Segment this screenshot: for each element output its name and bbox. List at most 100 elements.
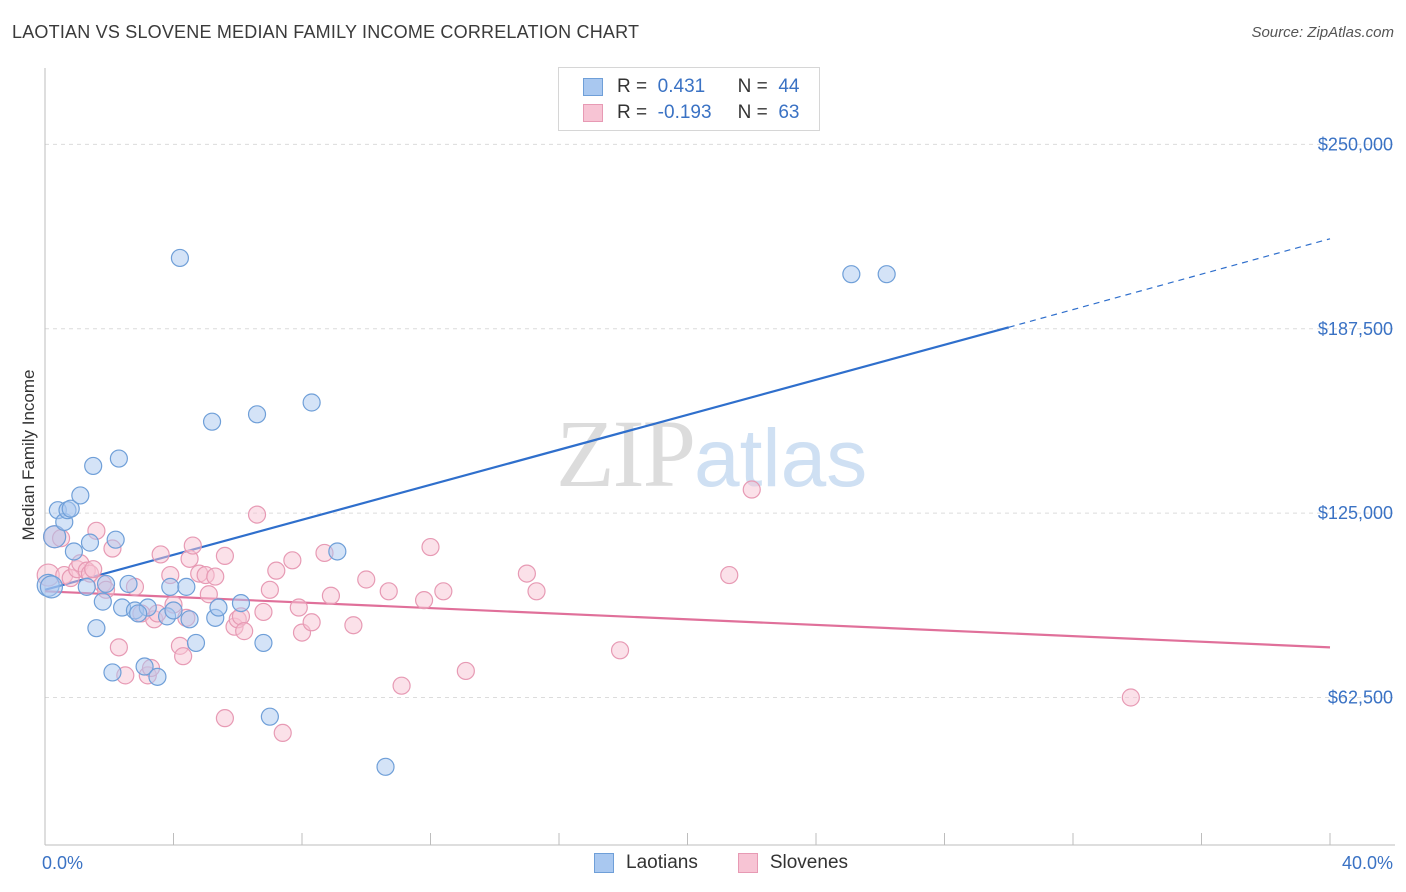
point-laotians [106,530,125,549]
point-laotians [877,265,896,284]
point-slovenes [283,551,302,570]
point-slovenes [267,561,286,580]
point-laotians [328,542,347,561]
point-slovenes [1121,688,1140,707]
point-slovenes [247,505,267,524]
point-laotians [209,598,228,617]
point-slovenes [199,585,218,604]
point-laotians [77,577,96,596]
n-value: 44 [778,76,800,97]
point-slovenes [206,567,225,586]
point-laotians [109,449,128,468]
y-tick-label: $250,000 [1318,134,1393,154]
point-laotians [61,499,80,518]
point-laotians [186,633,206,653]
point-slovenes [357,570,376,589]
point-slovenes [414,591,434,610]
point-laotians [87,619,106,638]
point-laotians [71,486,90,505]
point-laotians [231,593,251,613]
point-slovenes [84,560,103,579]
gridlines [45,143,1395,698]
point-laotians [260,707,279,726]
point-laotians [202,412,222,431]
y-tick-label: $125,000 [1318,503,1393,523]
point-slovenes [379,582,398,601]
trend-line-laotians [44,326,1010,591]
point-laotians [103,663,122,682]
point-slovenes [421,537,440,557]
point-slovenes [456,661,475,681]
point-slovenes [289,598,308,617]
legend-item-laotians[interactable]: Laotians [594,852,698,874]
point-slovenes [215,546,234,566]
legend-item-slovenes[interactable]: Slovenes [737,852,849,874]
trend-extension-laotians [1008,238,1331,328]
source-credit: Source: ZipAtlas.com [1251,24,1394,41]
point-laotians [135,657,154,676]
point-slovenes [527,582,546,601]
point-slovenes [183,536,202,555]
point-slovenes [273,723,292,743]
point-laotians [119,574,138,594]
r-value: -0.193 [657,102,712,123]
x-tick-label-start: 0.0% [42,853,83,873]
trend-line-slovenes [44,590,1331,649]
point-laotians [254,633,273,653]
point-laotians [302,393,321,412]
point-laotians [177,577,196,596]
r-label: R = [617,102,648,123]
point-laotians [376,757,395,776]
point-laotians [164,601,183,620]
point-laotians [39,575,64,599]
point-slovenes [302,613,321,632]
point-laotians [43,525,67,549]
y-tick-label: $62,500 [1328,688,1393,708]
laotians-swatch [583,78,603,96]
y-axis-label: Median Family Income [19,369,38,540]
y-tick-label: $187,500 [1318,319,1393,339]
chart-title: LAOTIAN VS SLOVENE MEDIAN FAMILY INCOME … [12,22,640,42]
point-laotians [842,265,861,284]
point-slovenes [260,580,279,599]
point-slovenes [109,638,128,657]
point-slovenes [610,641,630,660]
point-slovenes [344,616,363,635]
point-laotians [247,405,267,424]
n-value: 63 [778,102,800,123]
legend-label-slovenes: Slovenes [769,852,849,873]
legend-label-laotians: Laotians [626,852,698,873]
point-laotians [180,610,199,629]
point-slovenes [517,564,536,583]
slovenes-swatch [737,853,758,873]
point-slovenes [174,647,193,666]
point-laotians [96,574,116,594]
point-laotians [161,577,180,596]
n-label: N = [737,76,768,97]
point-laotians [84,456,103,476]
r-value: 0.431 [657,76,706,97]
watermark-atlas: atlas [694,413,868,504]
point-laotians [64,542,84,561]
point-slovenes [151,545,170,564]
data-points [36,248,1140,776]
x-tick-label-end: 40.0% [1342,853,1393,873]
point-slovenes [720,565,739,585]
legend-row-laotians: R = 0.431 N = 44 [583,74,799,100]
point-slovenes [392,676,411,695]
point-laotians [93,592,112,611]
point-slovenes [742,480,761,499]
point-slovenes [254,602,273,622]
point-slovenes [235,622,254,641]
trend-lines [44,238,1331,649]
point-laotians [80,533,100,552]
slovenes-swatch [583,104,603,122]
axis-labels: $62,500 $125,000 $187,500 $250,000 0.0% 40.0%… [19,134,1393,873]
r-label: R = [617,76,648,97]
point-laotians [129,604,148,623]
point-slovenes [215,709,234,728]
axes [44,68,1395,846]
point-laotians [148,667,167,686]
legend-row-slovenes: R = -0.193 N = 63 [583,100,799,126]
